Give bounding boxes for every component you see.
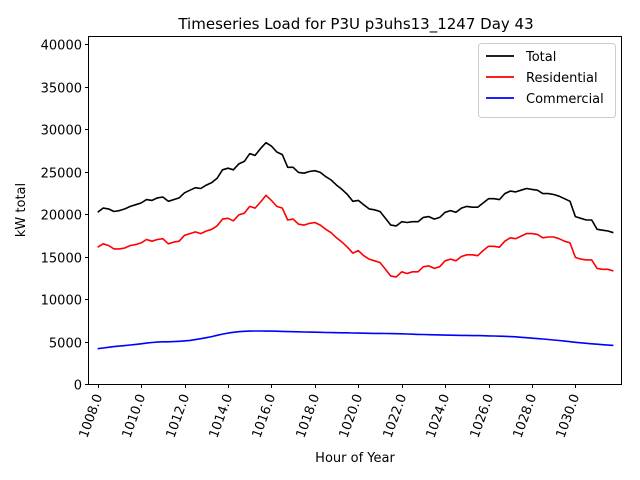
y-tick-label: 5000 <box>49 337 82 352</box>
y-axis: 0 5000 10000 15000 20000 25000 30000 35000 40000 <box>41 39 89 394</box>
legend-label-residential: Residential <box>526 71 598 86</box>
legend: Total Residential Commercial <box>478 43 616 118</box>
legend-box <box>478 43 616 118</box>
y-tick-label: 0 <box>74 379 82 394</box>
legend-label-total: Total <box>525 50 556 65</box>
y-tick-label: 15000 <box>41 252 82 267</box>
y-tick-label: 30000 <box>41 124 82 139</box>
series-line-residential <box>97 194 614 278</box>
legend-label-commercial: Commercial <box>526 92 604 107</box>
plot-area <box>97 141 614 350</box>
y-tick-label: 35000 <box>41 82 82 97</box>
series-line-total <box>97 141 614 234</box>
plot-frame <box>88 36 622 385</box>
y-axis-title: kW total <box>14 183 29 237</box>
y-tick-label: 20000 <box>41 209 82 224</box>
y-tick-label: 25000 <box>41 167 82 182</box>
series-line-commercial <box>97 330 614 350</box>
chart-title: Timeseries Load for P3U p3uhs13_1247 Day… <box>177 15 533 34</box>
y-tick-label: 10000 <box>41 294 82 309</box>
x-axis-title: Hour of Year <box>315 451 395 466</box>
y-tick-label: 40000 <box>41 39 82 54</box>
